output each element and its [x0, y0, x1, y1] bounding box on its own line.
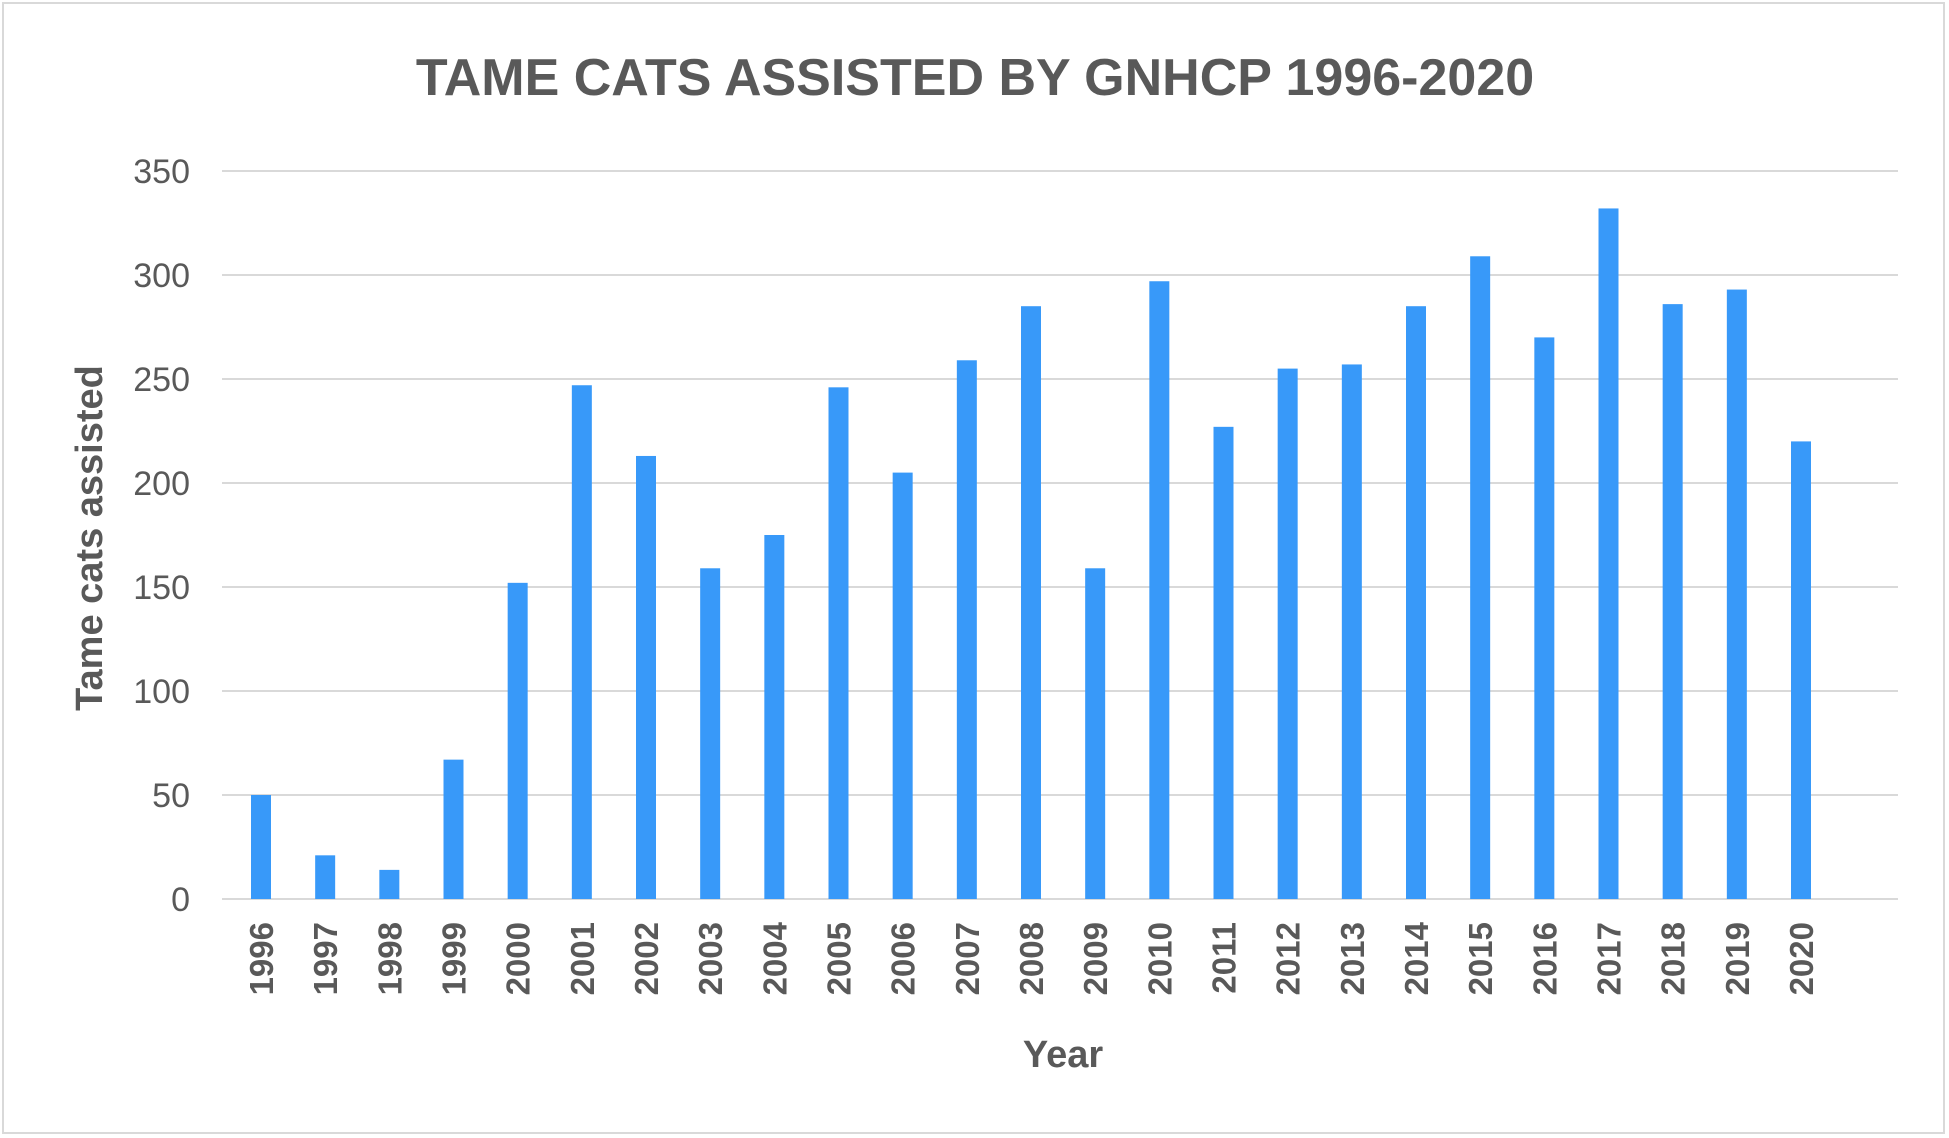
y-tick-label: 350	[133, 153, 190, 191]
bar-2018	[1662, 304, 1683, 899]
bar-2017	[1598, 208, 1619, 899]
bar-1997	[315, 855, 336, 899]
x-tick-label-2007: 2007	[949, 922, 986, 995]
y-tick-label: 50	[152, 777, 190, 815]
x-tick-label-2008: 2008	[1013, 922, 1050, 995]
x-tick-label-1998: 1998	[371, 922, 408, 995]
y-tick-label: 250	[133, 361, 190, 399]
y-axis-ticks: 0 50 100 150 200 250 300 350	[133, 153, 190, 919]
y-tick-label: 300	[133, 257, 190, 295]
bar-2016	[1534, 337, 1555, 899]
chart-title: TAME CATS ASSISTED BY GNHCP 1996-2020	[416, 49, 1534, 107]
x-tick-label-2020: 2020	[1783, 922, 1820, 995]
bar-2013	[1341, 364, 1362, 899]
y-tick-label: 0	[171, 881, 190, 919]
bar-2004	[764, 535, 785, 899]
x-tick-label-1996: 1996	[243, 922, 280, 995]
bar-1996	[251, 795, 271, 899]
x-tick-label-2012: 2012	[1270, 922, 1307, 995]
bar-1998	[379, 869, 400, 899]
bar-2011	[1213, 426, 1234, 899]
bar-1999	[443, 759, 464, 899]
bar-2007	[956, 360, 977, 899]
bar-2012	[1277, 368, 1298, 900]
x-tick-label-2004: 2004	[756, 921, 793, 995]
x-tick-label-2005: 2005	[821, 922, 858, 995]
x-tick-label-1999: 1999	[436, 922, 473, 995]
x-tick-label-2015: 2015	[1462, 922, 1499, 995]
x-tick-label-2010: 2010	[1141, 922, 1178, 995]
y-tick-label: 200	[133, 465, 190, 503]
x-tick-label-2011: 2011	[1206, 922, 1243, 994]
bar-2006	[892, 472, 913, 899]
x-tick-label-2009: 2009	[1077, 922, 1114, 995]
y-axis-title: Tame cats assisted	[69, 365, 111, 711]
bar-2003	[700, 568, 721, 899]
x-tick-label-1997: 1997	[307, 922, 344, 995]
bar-2002	[636, 455, 656, 899]
bar-2020	[1791, 441, 1811, 899]
bar-2009	[1085, 568, 1106, 899]
bar-2014	[1406, 306, 1426, 899]
bar-2000	[507, 582, 528, 899]
x-tick-label-2019: 2019	[1719, 922, 1756, 995]
bar-2008	[1021, 306, 1041, 899]
x-tick-label-2001: 2001	[564, 922, 601, 995]
x-axis-title: Year	[1023, 1034, 1104, 1076]
x-tick-label-2014: 2014	[1398, 921, 1435, 995]
x-tick-label-2002: 2002	[628, 922, 665, 995]
x-axis-ticks: 1996 1997 1998 1999 2000 2001 2002 2003 2004 2005…	[243, 921, 1820, 995]
gridlines	[222, 170, 1898, 900]
y-tick-label: 100	[133, 673, 190, 711]
x-tick-label-2000: 2000	[500, 922, 537, 995]
x-tick-label-2018: 2018	[1655, 922, 1692, 995]
x-tick-label-2016: 2016	[1526, 922, 1563, 995]
bar-2005	[828, 387, 849, 899]
bar-2001	[571, 385, 592, 899]
bar-2015	[1470, 256, 1491, 899]
x-tick-label-2017: 2017	[1591, 922, 1628, 995]
bar-2010	[1149, 281, 1170, 899]
bar-2019	[1726, 289, 1747, 899]
y-tick-label: 150	[133, 569, 190, 607]
x-tick-label-2006: 2006	[885, 922, 922, 995]
x-tick-label-2003: 2003	[692, 922, 729, 995]
bars	[251, 208, 1811, 900]
x-tick-label-2013: 2013	[1334, 922, 1371, 995]
